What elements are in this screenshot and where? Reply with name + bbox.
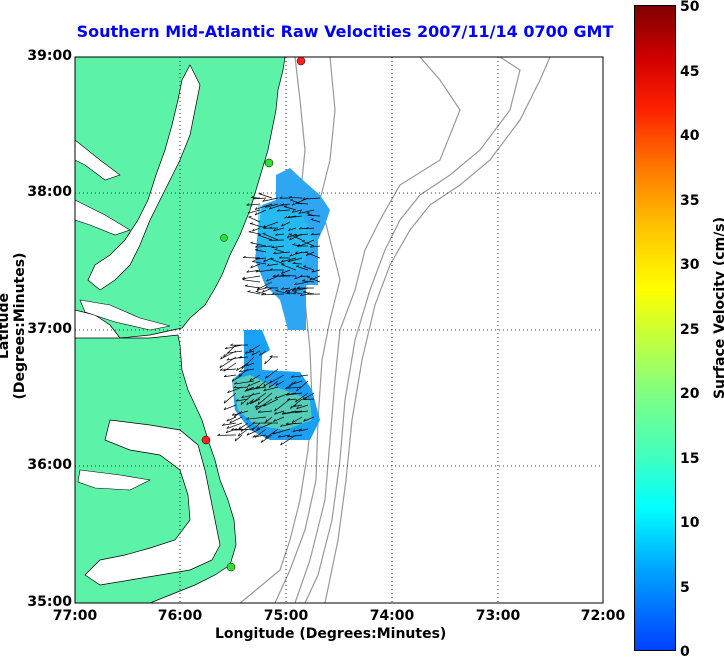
x-axis-label: Longitude (Degrees:Minutes) xyxy=(215,626,446,642)
colorbar-tick: 10 xyxy=(680,515,699,531)
y-tick: 38:00 xyxy=(18,184,72,200)
x-tick: 72:00 xyxy=(573,608,633,624)
colorbar-label: Surface Velocity (cm/s) xyxy=(712,208,724,408)
x-tick: 76:00 xyxy=(150,608,210,624)
y-tick: 39:00 xyxy=(18,48,72,64)
colorbar-tick: 5 xyxy=(680,580,690,596)
colorbar-tick: 30 xyxy=(680,257,699,273)
station-marker xyxy=(221,235,228,242)
colorbar-tick: 25 xyxy=(680,322,699,338)
x-tick: 75:00 xyxy=(256,608,316,624)
colorbar-tick: 40 xyxy=(680,128,699,144)
x-tick: 73:00 xyxy=(468,608,528,624)
y-tick: 36:00 xyxy=(18,457,72,473)
colorbar-tick: 50 xyxy=(680,0,699,15)
station-marker xyxy=(202,436,210,444)
colorbar-tick: 45 xyxy=(680,64,699,80)
x-tick: 77:00 xyxy=(45,608,105,624)
station-marker xyxy=(297,57,305,65)
station-marker xyxy=(227,563,235,571)
colorbar-tick: 0 xyxy=(680,644,690,660)
colorbar-tick: 15 xyxy=(680,451,699,467)
station-marker xyxy=(265,159,273,167)
colorbar xyxy=(634,5,676,651)
y-axis-label: Latitude (Degrees:Minutes) xyxy=(0,226,28,426)
colorbar-tick: 35 xyxy=(680,193,699,209)
y-tick: 35:00 xyxy=(18,594,72,610)
x-tick: 74:00 xyxy=(362,608,422,624)
colorbar-tick: 20 xyxy=(680,386,699,402)
